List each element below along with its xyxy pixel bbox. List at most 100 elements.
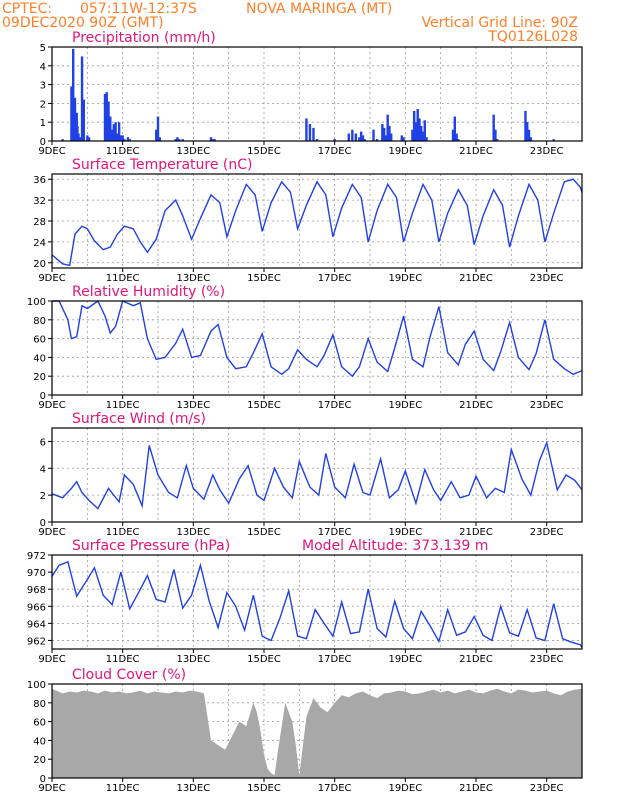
precip-bar	[105, 92, 108, 141]
plot-frame	[51, 46, 583, 142]
precip-bar	[400, 135, 403, 141]
precip-bar	[451, 129, 455, 141]
precip-bar	[423, 120, 426, 141]
x-tick-label: 9DEC	[38, 273, 65, 284]
x-tick-label: 17DEC	[318, 273, 352, 284]
y-tick-label: 100	[27, 297, 46, 308]
precip-bar	[384, 135, 388, 141]
panel-2: 0 20 40 60 80 100 9DEC 11DEC 13DEC 15DEC 17DEC 19DE…	[27, 284, 583, 411]
precip-bar	[526, 122, 529, 141]
x-tick-label: 11DEC	[106, 654, 140, 665]
precip-bar	[359, 131, 363, 141]
precip-bar	[87, 137, 91, 141]
panel-annotation: Model Altitude: 373.139 m	[302, 538, 488, 554]
y-tick-label: 972	[27, 551, 46, 562]
header-init-time: 09DEC2020 90Z (GMT)	[2, 15, 164, 31]
x-tick-label: 9DEC	[38, 400, 65, 411]
panel-0: 0 1 2 3 4 5 9DEC 11DEC 13DEC 15DEC 17DEC 19DEC 21DEC…	[38, 30, 583, 157]
panel-4: 962 964 966 968 970 972 9DEC 11DEC 13DEC 15DEC 17D…	[27, 538, 583, 665]
precip-bar	[457, 139, 460, 141]
y-tick-label: 24	[33, 238, 46, 249]
y-tick-label: 962	[27, 636, 46, 647]
x-tick-label: 9DEC	[38, 527, 65, 538]
x-tick-label: 13DEC	[176, 146, 210, 157]
y-tick-label: 36	[33, 175, 46, 186]
y-tick-label: 32	[33, 196, 46, 207]
x-tick-label: 11DEC	[106, 527, 140, 538]
precip-bar	[174, 139, 177, 141]
panel-title: Surface Wind (m/s)	[72, 411, 206, 427]
panel-title: Cloud Cover (%)	[72, 667, 186, 683]
header-grid-line: Vertical Grid Line: 90Z	[422, 15, 578, 31]
y-tick-label: 20	[33, 259, 46, 270]
precip-bar	[117, 122, 121, 141]
x-tick-label: 19DEC	[388, 654, 422, 665]
x-tick-label: 19DEC	[388, 783, 422, 794]
precip-bar	[80, 56, 84, 141]
precip-bar	[527, 129, 531, 141]
precip-bar	[107, 101, 110, 141]
plot-frame	[51, 554, 583, 650]
x-tick-label: 15DEC	[247, 783, 281, 794]
y-tick-label: 5	[40, 43, 46, 54]
precip-bar	[103, 94, 107, 141]
precip-bar	[402, 137, 405, 141]
header-station: NOVA MARINGA (MT)	[246, 1, 392, 17]
x-tick-label: 13DEC	[176, 783, 210, 794]
y-tick-label: 28	[33, 217, 46, 228]
precip-bar	[116, 133, 119, 141]
precip-bar	[524, 110, 527, 141]
y-tick-label: 0	[40, 137, 46, 148]
y-tick-label: 964	[27, 619, 46, 630]
precip-bar	[351, 129, 354, 141]
y-tick-label: 4	[40, 62, 46, 73]
y-tick-label: 80	[33, 316, 46, 327]
precip-bar	[416, 109, 419, 141]
x-tick-label: 9DEC	[38, 654, 65, 665]
precip-bar	[158, 137, 161, 141]
x-tick-label: 13DEC	[176, 400, 210, 411]
precip-bar	[176, 137, 179, 141]
panel-title: Surface Pressure (hPa)	[72, 538, 230, 554]
header-source: CPTEC:	[2, 1, 52, 17]
panel-title: Precipitation (mm/h)	[72, 30, 216, 46]
y-tick-label: 2	[40, 491, 46, 502]
x-tick-label: 23DEC	[530, 146, 564, 157]
precip-bar	[114, 122, 117, 141]
x-tick-label: 17DEC	[318, 146, 352, 157]
precip-bar	[494, 129, 497, 141]
y-tick-label: 2	[40, 99, 46, 110]
x-tick-label: 15DEC	[247, 527, 281, 538]
x-tick-label: 21DEC	[459, 527, 493, 538]
precip-bar	[388, 125, 391, 141]
header-coords: 057:11W-12:37S	[80, 1, 197, 17]
precip-bar	[86, 135, 89, 141]
precip-bar	[119, 135, 123, 141]
precip-bar	[382, 127, 386, 141]
precip-bar	[354, 133, 358, 141]
precip-bar	[455, 133, 458, 141]
precip-bar	[414, 122, 418, 141]
x-tick-label: 19DEC	[388, 527, 422, 538]
precip-bar	[178, 139, 181, 141]
precip-bar	[358, 137, 361, 141]
x-tick-label: 21DEC	[459, 146, 493, 157]
x-tick-label: 15DEC	[247, 273, 281, 284]
precip-bar	[372, 129, 375, 141]
precip-bar	[109, 116, 112, 141]
precip-bar	[305, 118, 308, 141]
precip-bar	[420, 125, 423, 141]
precip-bar	[529, 137, 532, 141]
x-tick-label: 9DEC	[38, 146, 65, 157]
x-tick-label: 19DEC	[388, 400, 422, 411]
x-tick-label: 23DEC	[530, 527, 564, 538]
x-tick-label: 19DEC	[388, 146, 422, 157]
y-tick-label: 0	[40, 774, 46, 785]
plot-frame	[51, 300, 583, 396]
precip-bar	[421, 131, 425, 141]
series-line	[51, 178, 583, 267]
plot-frame	[51, 427, 583, 523]
plot-frame	[51, 173, 583, 269]
precip-bar	[552, 139, 555, 141]
precip-bar	[390, 133, 393, 141]
